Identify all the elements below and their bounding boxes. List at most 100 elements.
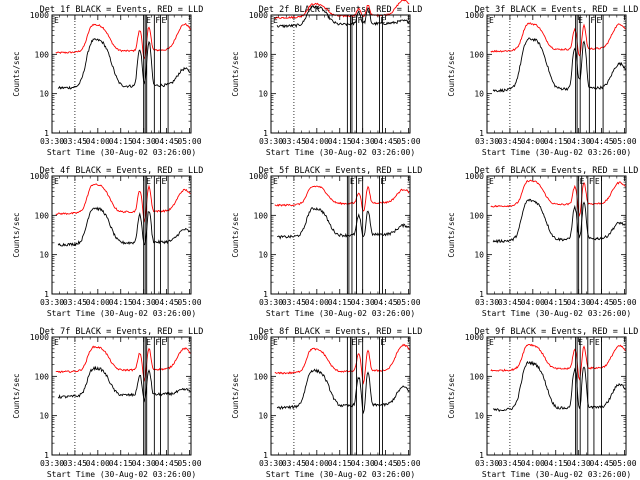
x-tick-label: 03:45 — [282, 137, 306, 146]
x-tick-label: 04:45 — [590, 137, 614, 146]
y-tick-label: 1000 — [249, 333, 268, 342]
y-axis-label: Counts/sec — [231, 212, 240, 257]
interval-label: E — [380, 338, 385, 347]
interval-label: E — [146, 177, 151, 186]
interval-label: F — [358, 177, 363, 186]
panel-title: Det 8f BLACK = Events, RED = LLD — [259, 327, 423, 337]
x-tick-label: 04:15 — [328, 298, 352, 307]
interval-label: E — [489, 338, 494, 347]
panel-title: Det 9f BLACK = Events, RED = LLD — [475, 327, 639, 337]
lld-series-line — [490, 179, 626, 218]
y-axis-label: Counts/sec — [447, 212, 456, 257]
y-tick-label: 100 — [254, 50, 269, 59]
x-tick-label: 04:45 — [590, 298, 614, 307]
interval-label: E — [273, 16, 278, 25]
x-tick-label: 03:30 — [475, 298, 499, 307]
x-tick-label: 04:30 — [132, 298, 156, 307]
panel-title: Det 3f BLACK = Events, RED = LLD — [475, 5, 639, 15]
x-axis-label: Start Time (30-Aug-02 03:26:00) — [482, 309, 631, 318]
events-series-line — [492, 360, 626, 413]
x-tick-label: 03:45 — [63, 137, 87, 146]
interval-label: E — [146, 338, 151, 347]
x-axis-label: Start Time (30-Aug-02 03:26:00) — [47, 309, 196, 318]
interval-label: E — [54, 16, 59, 25]
lld-series-line — [274, 343, 410, 385]
x-tick-label: 04:00 — [305, 137, 329, 146]
y-tick-label: 100 — [470, 372, 485, 381]
plot-frame — [51, 336, 192, 456]
events-series-line — [276, 5, 410, 29]
x-tick-label: 04:15 — [328, 459, 352, 468]
x-tick-label: 03:30 — [475, 459, 499, 468]
interval-label: E — [161, 338, 166, 347]
x-tick-label: 03:30 — [475, 137, 499, 146]
plot-frame — [486, 175, 627, 295]
interval-label: E — [595, 177, 600, 186]
y-tick-label: 10 — [258, 412, 268, 421]
y-tick-label: 100 — [470, 50, 485, 59]
x-tick-label: 05:00 — [396, 459, 420, 468]
y-tick-label: 10 — [258, 251, 268, 260]
y-axis-label: Counts/sec — [447, 51, 456, 96]
detector-panel-1: Det 1f BLACK = Events, RED = LLD Counts/s… — [12, 5, 203, 157]
x-tick-label: 04:45 — [155, 137, 179, 146]
y-tick-label: 1 — [479, 129, 484, 138]
x-tick-label: 04:15 — [109, 298, 133, 307]
x-tick-label: 05:00 — [612, 137, 636, 146]
x-tick-label: 03:30 — [259, 137, 283, 146]
x-axis-label: Start Time (30-Aug-02 03:26:00) — [266, 148, 415, 157]
x-tick-label: 04:30 — [132, 459, 156, 468]
interval-label: E — [54, 338, 59, 347]
interval-label: E — [161, 16, 166, 25]
plot-frame — [270, 336, 411, 456]
x-tick-label: 05:00 — [396, 137, 420, 146]
x-tick-label: 04:30 — [351, 459, 375, 468]
y-tick-label: 1000 — [465, 172, 484, 181]
y-tick-label: 1000 — [465, 11, 484, 20]
lld-series-line — [55, 22, 191, 60]
x-tick-label: 04:00 — [86, 459, 110, 468]
interval-label: F — [155, 177, 160, 186]
x-tick-label: 04:45 — [374, 298, 398, 307]
x-axis-label: Start Time (30-Aug-02 03:26:00) — [266, 470, 415, 479]
panel-title: Det 1f BLACK = Events, RED = LLD — [40, 5, 204, 15]
interval-label: E — [578, 16, 583, 25]
x-tick-label: 04:15 — [109, 459, 133, 468]
y-tick-label: 10 — [39, 90, 49, 99]
y-tick-label: 100 — [254, 211, 269, 220]
x-tick-label: 03:30 — [259, 459, 283, 468]
y-tick-label: 1000 — [30, 333, 49, 342]
panel-title: Det 4f BLACK = Events, RED = LLD — [40, 166, 204, 176]
events-series-line — [276, 368, 410, 415]
x-tick-label: 03:45 — [498, 298, 522, 307]
y-axis-label: Counts/sec — [12, 373, 21, 418]
detector-panel-9: Det 9f BLACK = Events, RED = LLD Counts/s… — [447, 327, 638, 479]
y-tick-label: 1000 — [465, 333, 484, 342]
x-tick-label: 04:30 — [567, 298, 591, 307]
x-tick-label: 05:00 — [177, 298, 201, 307]
x-tick-label: 04:45 — [155, 459, 179, 468]
panel-title: Det 2f BLACK = Events, RED = LLD — [259, 5, 423, 15]
lld-series-line — [55, 183, 191, 223]
x-tick-label: 04:15 — [109, 137, 133, 146]
y-tick-label: 10 — [474, 412, 484, 421]
x-tick-label: 04:00 — [86, 137, 110, 146]
detector-panel-7: Det 7f BLACK = Events, RED = LLD Counts/s… — [12, 327, 203, 479]
x-tick-label: 03:30 — [40, 459, 64, 468]
plot-frame — [51, 14, 192, 134]
panel-title: Det 5f BLACK = Events, RED = LLD — [259, 166, 423, 176]
interval-label: E — [351, 338, 356, 347]
events-series-line — [57, 37, 191, 90]
interval-label: E — [489, 177, 494, 186]
x-tick-label: 03:30 — [40, 137, 64, 146]
x-axis-label: Start Time (30-Aug-02 03:26:00) — [266, 309, 415, 318]
x-tick-label: 04:30 — [351, 137, 375, 146]
y-tick-label: 10 — [39, 251, 49, 260]
y-tick-label: 10 — [39, 412, 49, 421]
detector-panel-6: Det 6f BLACK = Events, RED = LLD Counts/s… — [447, 166, 638, 318]
x-tick-label: 03:45 — [63, 298, 87, 307]
interval-label: E — [380, 16, 385, 25]
y-tick-label: 1 — [263, 290, 268, 299]
x-tick-label: 04:30 — [567, 459, 591, 468]
